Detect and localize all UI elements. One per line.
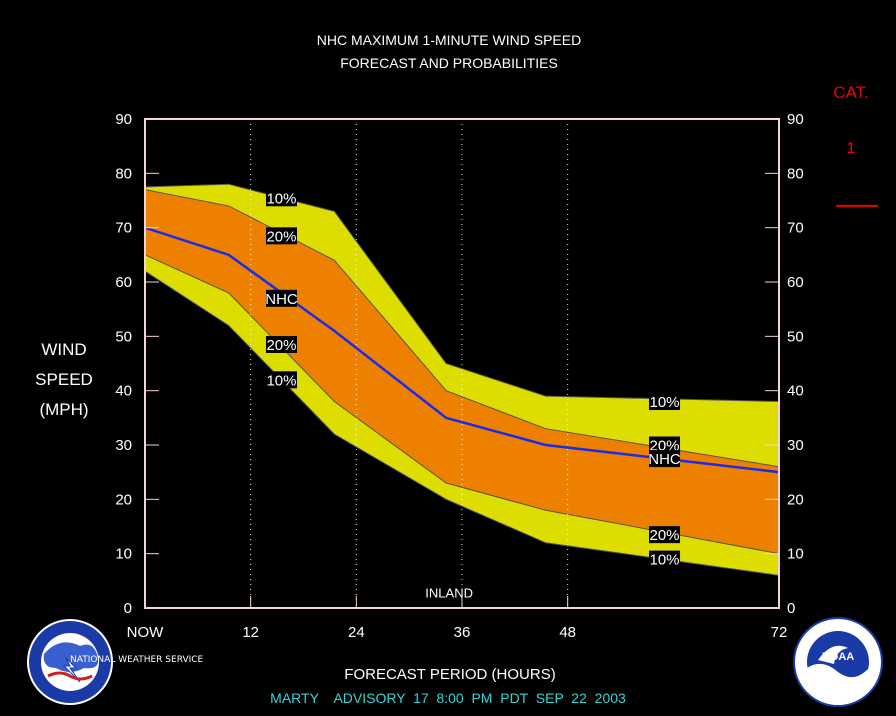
y-tick-label-left-9: 90 bbox=[115, 111, 132, 128]
bird-icon bbox=[818, 645, 848, 664]
band-label-0: 10% bbox=[266, 190, 296, 207]
noaa-logo: NOAA bbox=[793, 617, 883, 707]
y-tick-label-left-2: 20 bbox=[115, 491, 132, 508]
band-label-3: 20% bbox=[266, 337, 296, 354]
band-edge-lower-20 bbox=[144, 254, 780, 555]
y-tick-label-left-8: 80 bbox=[115, 165, 132, 182]
y-tick-label-right-7: 70 bbox=[787, 220, 804, 237]
band-label-box-6 bbox=[649, 436, 681, 454]
lightning-icon bbox=[62, 657, 81, 683]
y-tick-label-right-5: 50 bbox=[787, 328, 804, 345]
band-label-2: NHC bbox=[265, 291, 298, 308]
band-label-box-2 bbox=[265, 289, 297, 307]
band-label-box-5 bbox=[649, 393, 681, 411]
wave-icon bbox=[807, 663, 869, 705]
band-label-8: 20% bbox=[650, 527, 680, 544]
y-tick-label-right-4: 40 bbox=[787, 383, 804, 400]
noaa-logo-text: NOAA bbox=[822, 651, 854, 663]
x-tick-label-0: NOW bbox=[127, 624, 165, 641]
category-title: CAT. bbox=[833, 83, 869, 102]
wave-icon bbox=[47, 671, 93, 681]
x-tick-label-1: 12 bbox=[242, 624, 259, 641]
band-label-5: 10% bbox=[650, 394, 680, 411]
y-tick-label-right-8: 80 bbox=[787, 165, 804, 182]
chart-title-line-2: FORECAST AND PROBABILITIES bbox=[340, 55, 558, 71]
category-scale: 1 bbox=[836, 140, 878, 207]
band-label-box-1 bbox=[265, 227, 297, 245]
x-tick-label-5: 72 bbox=[771, 624, 788, 641]
inland-annotation: INLAND bbox=[425, 585, 473, 600]
x-axis-label: FORECAST PERIOD (HOURS) bbox=[344, 666, 555, 683]
band-label-box-8 bbox=[649, 526, 681, 544]
y-tick-label-left-3: 30 bbox=[115, 437, 132, 454]
national-weather-service-logo: NATIONAL WEATHER SERVICE bbox=[27, 619, 204, 705]
band-label-box-9 bbox=[649, 550, 681, 568]
y-tick-label-left-5: 50 bbox=[115, 328, 132, 345]
cloud-icon bbox=[43, 642, 99, 672]
band-edge-upper-20 bbox=[144, 189, 780, 468]
y-axis-label-line-1: WIND bbox=[41, 340, 86, 359]
y-tick-label-left-1: 10 bbox=[115, 546, 132, 563]
band-label-4: 10% bbox=[266, 372, 296, 389]
x-tick-label-4: 48 bbox=[559, 624, 576, 641]
y-tick-label-left-7: 70 bbox=[115, 220, 132, 237]
plot-area bbox=[144, 119, 780, 608]
y-tick-label-left-4: 40 bbox=[115, 383, 132, 400]
band-label-7: NHC bbox=[648, 451, 681, 468]
y-tick-label-left-6: 60 bbox=[115, 274, 132, 291]
band-label-box-4 bbox=[265, 371, 297, 389]
band-edge-upper-10 bbox=[144, 183, 780, 403]
band-label-box-0 bbox=[265, 189, 297, 207]
band-label-9: 10% bbox=[650, 552, 680, 569]
chart-title-line-1: NHC MAXIMUM 1-MINUTE WIND SPEED bbox=[317, 32, 581, 48]
y-tick-label-right-9: 90 bbox=[787, 111, 804, 128]
x-tick-label-2: 24 bbox=[348, 624, 365, 641]
band-label-box-7 bbox=[649, 450, 681, 468]
x-tick-label-3: 36 bbox=[454, 624, 471, 641]
band-label-box-3 bbox=[265, 335, 297, 353]
category-label-0: 1 bbox=[847, 140, 856, 157]
y-tick-label-right-1: 10 bbox=[787, 546, 804, 563]
y-axis-label-line-3: (MPH) bbox=[39, 400, 88, 419]
band-edge-lower-10 bbox=[144, 270, 780, 576]
y-tick-label-right-6: 60 bbox=[787, 274, 804, 291]
nhc-forecast-line bbox=[144, 226, 780, 474]
advisory-footer: MARTY ADVISORY 17 8:00 PM PDT SEP 22 200… bbox=[270, 690, 626, 706]
y-axis-label-line-2: SPEED bbox=[35, 370, 93, 389]
band-label-1: 20% bbox=[266, 228, 296, 245]
y-tick-label-left-0: 0 bbox=[124, 600, 132, 617]
inner-probability-band bbox=[145, 189, 779, 554]
y-tick-label-right-2: 20 bbox=[787, 491, 804, 508]
y-tick-label-right-0: 0 bbox=[787, 600, 795, 617]
nws-logo-text: NATIONAL WEATHER SERVICE bbox=[70, 655, 204, 665]
axes: 0 0 10 10 20 20 30 30 40 40 50 50 60 60 70 70 80 80 90 90 NO… bbox=[115, 111, 803, 641]
y-tick-label-right-3: 30 bbox=[787, 437, 804, 454]
